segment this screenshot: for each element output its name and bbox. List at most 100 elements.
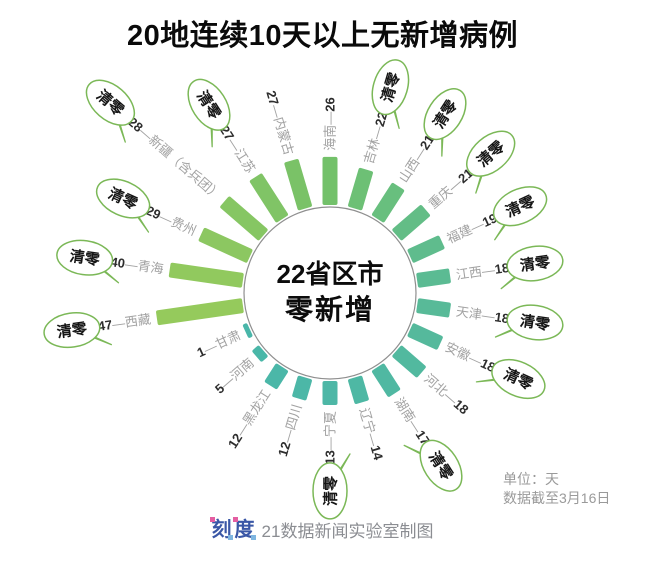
province-label: 29—贵州 — [144, 203, 199, 239]
province-bar — [249, 173, 288, 223]
bubble-text: 清零 — [69, 247, 102, 269]
cleared-bubble: 清零 — [43, 312, 113, 349]
bubble-ellipse — [95, 178, 151, 219]
svg-text:河北—18: 河北—18 — [421, 371, 471, 417]
svg-text:12—黑龙江: 12—黑龙江 — [225, 387, 274, 451]
province-bar — [372, 182, 405, 223]
kedu-logo: 刻 度 — [209, 516, 256, 541]
province-bar — [252, 345, 268, 362]
svg-text:27—江苏: 27—江苏 — [217, 123, 259, 176]
province-label: 27—江苏 — [217, 123, 259, 176]
cleared-bubble: 清零 — [187, 78, 231, 148]
logo-char-2: 度 — [232, 516, 256, 541]
svg-text:1—甘肃: 1—甘肃 — [195, 327, 243, 360]
svg-text:江西—18: 江西—18 — [455, 260, 510, 282]
province-bar — [292, 375, 312, 401]
province-bar — [220, 196, 268, 241]
center-text-line2: 零新增 — [285, 294, 375, 325]
cleared-bubble: 清零 — [56, 239, 120, 284]
province-bar — [284, 159, 312, 211]
svg-text:27—内蒙古: 27—内蒙古 — [263, 89, 296, 157]
province-label: 27—内蒙古 — [263, 89, 296, 157]
bubble-ellipse — [466, 130, 516, 177]
svg-text:29—贵州: 29—贵州 — [144, 203, 199, 239]
province-bar — [407, 235, 445, 263]
province-bar — [407, 323, 443, 350]
province-bar — [392, 205, 430, 241]
svg-text:山西—21: 山西—21 — [396, 132, 438, 185]
svg-text:安徽—18: 安徽—18 — [443, 339, 498, 375]
province-bar — [348, 375, 369, 404]
unit-note: 单位：天 — [503, 471, 559, 487]
bubble-ellipse — [56, 239, 114, 276]
province-label: 江西—18 — [455, 260, 510, 282]
bubble-ellipse — [85, 79, 136, 126]
cleared-bubble: 清零 — [475, 358, 546, 400]
svg-text:天津—18: 天津—18 — [455, 304, 510, 326]
bubble-ellipse — [312, 462, 348, 520]
cleared-bubble: 清零 — [95, 178, 151, 233]
province-bar — [392, 345, 426, 378]
province-bar — [348, 167, 373, 211]
cleared-bubble: 清零 — [494, 304, 564, 341]
svg-text:5—河南: 5—河南 — [212, 355, 257, 397]
svg-text:重庆—21: 重庆—21 — [426, 165, 476, 211]
cleared-bubble: 清零 — [466, 130, 516, 194]
chart-title: 20地连续10天以上无新增病例 — [126, 20, 518, 52]
province-label: 12—黑龙江 — [225, 387, 274, 451]
province-label: 天津—18 — [455, 304, 510, 326]
svg-text:辽宁—14: 辽宁—14 — [357, 406, 387, 462]
province-bar — [372, 363, 401, 397]
svg-text:47—西藏: 47—西藏 — [97, 311, 152, 333]
bubble-ellipse — [371, 59, 410, 116]
cleared-bubble: 清零 — [500, 245, 564, 290]
province-label: 1—甘肃 — [195, 327, 243, 360]
bubble-text: 清零 — [321, 475, 339, 506]
province-label: 福建—19 — [444, 210, 499, 246]
cleared-bubble: 清零 — [312, 453, 351, 520]
svg-text:12—四川: 12—四川 — [275, 403, 304, 459]
credit-text: 21数据新闻实验室制图 — [261, 522, 434, 541]
province-label: 12—四川 — [275, 403, 304, 459]
province-bar — [416, 268, 451, 288]
province-label: 山西—21 — [396, 132, 438, 185]
svg-text:吉林—22: 吉林—22 — [361, 110, 390, 166]
bubble-ellipse — [491, 358, 546, 400]
province-label: 5—河南 — [212, 355, 257, 397]
svg-text:湖南—17: 湖南—17 — [392, 395, 434, 448]
province-label: 辽宁—14 — [357, 406, 387, 462]
province-bar — [198, 227, 253, 263]
svg-text:海南—26: 海南—26 — [323, 97, 338, 150]
province-label: 湖南—17 — [392, 395, 434, 448]
svg-text:13—宁夏: 13—宁夏 — [323, 411, 338, 464]
province-bar — [242, 323, 253, 338]
bubble-text: 清零 — [519, 253, 552, 275]
cleared-bubble: 清零 — [85, 79, 136, 143]
province-bar — [322, 381, 338, 406]
bubble-ellipse — [506, 245, 564, 282]
svg-text:福建—19: 福建—19 — [444, 210, 499, 246]
province-label: 吉林—22 — [361, 110, 390, 166]
province-bar — [168, 262, 244, 288]
cleared-bubble: 清零 — [423, 88, 467, 157]
bubble-ellipse — [187, 78, 231, 131]
data-cutoff-note: 数据截至3月16日 — [503, 490, 611, 506]
bubble-ellipse — [423, 88, 467, 141]
province-label: 47—西藏 — [97, 311, 152, 333]
logo-char-1: 刻 — [209, 516, 233, 541]
center-circle — [243, 206, 417, 380]
footer-credit: 刻 度 21数据新闻实验室制图 — [0, 516, 645, 542]
province-bar — [264, 363, 288, 389]
chart-notes: 单位：天 数据截至3月16日 — [503, 470, 610, 508]
province-bar — [416, 298, 451, 318]
province-label: 重庆—21 — [426, 165, 476, 211]
bubble-text: 清零 — [519, 312, 552, 334]
province-label: 13—宁夏 — [323, 411, 338, 464]
center-text-line1: 22省区市 — [277, 259, 384, 289]
bubble-text: 清零 — [56, 319, 89, 341]
province-label: 海南—26 — [323, 97, 338, 150]
cleared-bubble: 清零 — [371, 59, 410, 129]
bubble-ellipse — [506, 304, 564, 341]
